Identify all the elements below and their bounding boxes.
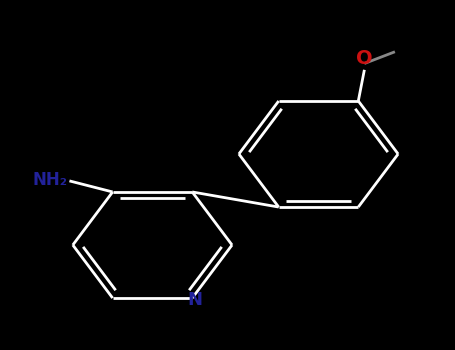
Text: NH₂: NH₂ [32, 171, 67, 189]
Text: N: N [187, 291, 202, 309]
Text: O: O [356, 49, 373, 68]
